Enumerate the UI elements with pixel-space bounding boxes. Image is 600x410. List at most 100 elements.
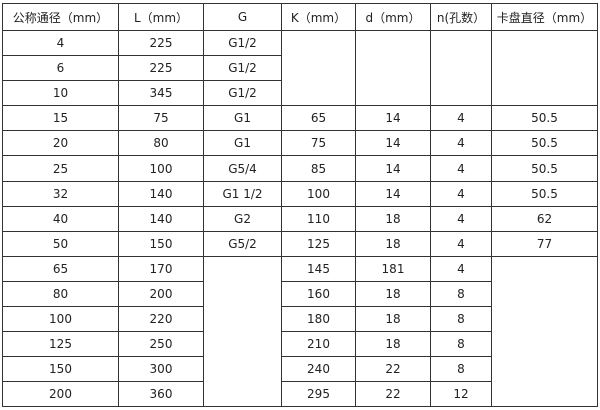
cell-hole-count: 8 [430,356,492,383]
header-d: d（mm） [355,3,431,31]
cell-length: 170 [118,255,204,282]
header-hole-count: n(孔数） [430,3,492,31]
cell-thread-g: G2 [203,205,282,232]
cell-nominal-diameter: 20 [2,130,119,157]
cell-thread-g: G1/2 [203,55,282,82]
cell-length: 360 [118,381,204,408]
header-row: 公称通径（mm） L（mm） G K（mm） d（mm） n(孔数） 卡盘直径（mm） [2,3,598,31]
cell-thread-g: G1 [203,130,282,157]
cell-d: 18 [355,280,431,308]
cell-d: 14 [355,155,431,182]
cell-length: 200 [118,280,204,308]
cell-d: 18 [355,230,431,257]
merged-empty-cell [491,255,598,408]
cell-chuck-diameter: 77 [491,230,598,257]
cell-thread-g: G1/2 [203,29,282,57]
cell-k: 65 [281,105,356,132]
table-row: 150 300 240 22 8 [2,356,598,383]
cell-hole-count: 8 [430,280,492,308]
table-row: 40 140 G2 110 18 4 62 [2,205,598,232]
cell-hole-count: 4 [430,180,492,207]
cell-thread-g: G5/4 [203,155,282,182]
cell-length: 300 [118,356,204,383]
cell-k: 160 [281,280,356,308]
cell-thread-g: G1/2 [203,80,282,107]
merged-empty-cell [430,29,492,107]
table-row: 100 220 180 18 8 [2,306,598,333]
cell-k: 100 [281,180,356,207]
cell-nominal-diameter: 100 [2,306,119,333]
cell-chuck-diameter: 62 [491,205,598,232]
cell-length: 345 [118,80,204,107]
cell-k: 110 [281,205,356,232]
cell-nominal-diameter: 6 [2,55,119,82]
spec-table: 公称通径（mm） L（mm） G K（mm） d（mm） n(孔数） 卡盘直径（mm） 4 22… [2,3,598,408]
table-row: 125 250 210 18 8 [2,331,598,358]
cell-hole-count: 4 [430,255,492,282]
cell-k: 145 [281,255,356,282]
cell-k: 295 [281,381,356,408]
header-k: K（mm） [281,3,356,31]
cell-length: 140 [118,205,204,232]
table-row: 20 80 G1 75 14 4 50.5 [2,130,598,157]
cell-nominal-diameter: 40 [2,205,119,232]
cell-thread-g: G1 1/2 [203,180,282,207]
table-row: 6 225 G1/2 [2,55,598,82]
table-row: 4 225 G1/2 [2,29,598,107]
cell-d: 18 [355,306,431,333]
cell-nominal-diameter: 10 [2,80,119,107]
cell-chuck-diameter: 50.5 [491,155,598,182]
cell-nominal-diameter: 80 [2,280,119,308]
cell-length: 250 [118,331,204,358]
cell-chuck-diameter: 50.5 [491,180,598,207]
cell-chuck-diameter: 50.5 [491,105,598,132]
cell-nominal-diameter: 200 [2,381,119,408]
table-row: 200 360 295 22 12 [2,381,598,408]
cell-d: 14 [355,180,431,207]
cell-hole-count: 4 [430,130,492,157]
table-row: 65 170 145 181 4 [2,255,598,408]
table-row: 50 150 G5/2 125 18 4 77 [2,230,598,257]
cell-nominal-diameter: 15 [2,105,119,132]
header-chuck-diameter: 卡盘直径（mm） [491,3,598,31]
header-thread-g: G [203,3,282,31]
cell-d: 18 [355,205,431,232]
cell-nominal-diameter: 65 [2,255,119,282]
cell-hole-count: 8 [430,331,492,358]
cell-nominal-diameter: 50 [2,230,119,257]
cell-thread-g: G1 [203,105,282,132]
cell-length: 100 [118,155,204,182]
header-length: L（mm） [118,3,204,31]
cell-k: 85 [281,155,356,182]
cell-k: 75 [281,130,356,157]
cell-hole-count: 4 [430,155,492,182]
table-row: 32 140 G1 1/2 100 14 4 50.5 [2,180,598,207]
merged-empty-cell [281,29,356,107]
table-row: 25 100 G5/4 85 14 4 50.5 [2,155,598,182]
cell-nominal-diameter: 25 [2,155,119,182]
cell-length: 80 [118,130,204,157]
cell-k: 240 [281,356,356,383]
cell-nominal-diameter: 32 [2,180,119,207]
cell-k: 180 [281,306,356,333]
cell-hole-count: 4 [430,105,492,132]
cell-hole-count: 8 [430,306,492,333]
cell-length: 220 [118,306,204,333]
cell-d: 181 [355,255,431,282]
merged-empty-cell [491,29,598,107]
cell-k: 210 [281,331,356,358]
cell-chuck-diameter: 50.5 [491,130,598,157]
table-row: 15 75 G1 65 14 4 50.5 [2,105,598,132]
cell-nominal-diameter: 125 [2,331,119,358]
cell-k: 125 [281,230,356,257]
merged-empty-cell [355,29,431,107]
cell-length: 225 [118,29,204,57]
merged-empty-cell [203,255,282,408]
cell-length: 140 [118,180,204,207]
cell-d: 14 [355,130,431,157]
cell-thread-g: G5/2 [203,230,282,257]
cell-d: 22 [355,356,431,383]
header-nominal-diameter: 公称通径（mm） [2,3,119,31]
cell-d: 14 [355,105,431,132]
cell-hole-count: 12 [430,381,492,408]
